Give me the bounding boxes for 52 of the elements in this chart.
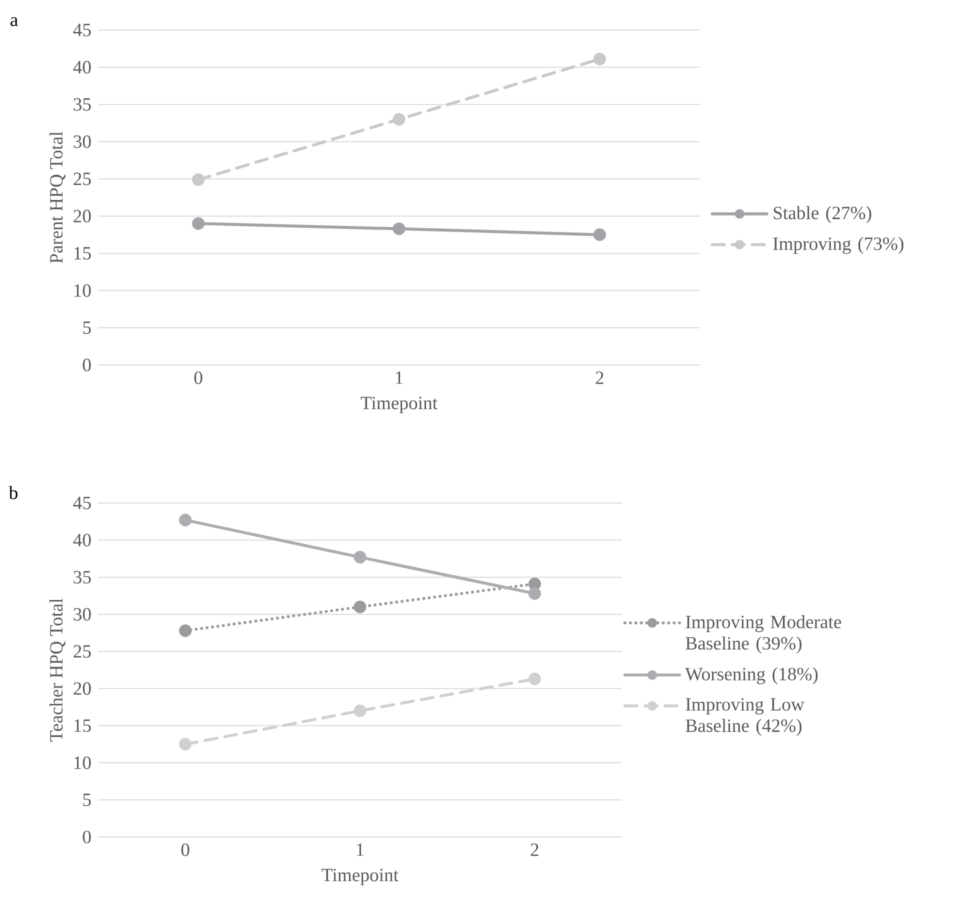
- legend-label: Improving Low Baseline (42%): [686, 698, 804, 736]
- y-tick-label: 45: [73, 496, 91, 510]
- y-tick-label: 10: [74, 284, 91, 297]
- y-tick-label: 15: [74, 719, 91, 732]
- point: [354, 704, 366, 718]
- x-tick-label: 2: [530, 843, 538, 856]
- chart-title: b: [8, 486, 18, 500]
- point: [354, 550, 366, 564]
- x-tick-label: 1: [356, 843, 364, 856]
- y-tick-label: 10: [74, 756, 91, 770]
- x-tick-label: 1: [396, 371, 403, 384]
- y-axis-title: Teacher HPQ Total: [49, 598, 66, 742]
- y-tick-label: 40: [73, 534, 91, 546]
- legend-label: Stable (27%): [774, 206, 872, 224]
- y-tick-label: 25: [74, 645, 91, 658]
- point: [192, 217, 205, 230]
- y-tick-label: 30: [74, 135, 91, 148]
- legend-label: Improving (73%): [773, 236, 904, 254]
- point: [528, 578, 541, 590]
- y-tick-label: 5: [83, 794, 91, 806]
- y-tick-label: 0: [82, 830, 91, 844]
- point: [528, 587, 541, 600]
- point: [179, 514, 192, 526]
- point: [528, 672, 541, 686]
- y-tick-label: 25: [74, 172, 91, 186]
- point: [354, 600, 366, 614]
- x-tick-label: 2: [596, 371, 604, 384]
- x-tick-label: 0: [194, 371, 202, 384]
- point: [593, 52, 606, 66]
- y-axis-title: Parent HPQ Total: [49, 132, 66, 264]
- y-tick-label: 0: [82, 358, 91, 372]
- point: [593, 228, 606, 242]
- point: [392, 113, 406, 126]
- x-axis-title: Timepoint: [360, 396, 438, 414]
- legend-label: Worsening (18%): [685, 667, 818, 684]
- y-tick-label: 20: [74, 210, 91, 222]
- y-tick-label: 30: [74, 608, 91, 621]
- point: [179, 738, 192, 751]
- y-tick-label: 20: [74, 682, 91, 695]
- y-tick-label: 15: [74, 247, 91, 260]
- y-tick-label: 35: [74, 98, 91, 111]
- point: [179, 624, 192, 637]
- y-tick-label: 45: [73, 24, 91, 36]
- point: [392, 222, 406, 236]
- y-tick-label: 35: [74, 570, 91, 584]
- x-tick-label: 0: [181, 843, 190, 856]
- legend-label: Improving Moderate Baseline (39%): [686, 615, 842, 654]
- x-axis-title: Timepoint: [322, 868, 398, 886]
- y-tick-label: 5: [83, 322, 91, 334]
- point: [192, 173, 205, 186]
- y-tick-label: 40: [73, 60, 91, 74]
- chart-title: a: [10, 17, 18, 26]
